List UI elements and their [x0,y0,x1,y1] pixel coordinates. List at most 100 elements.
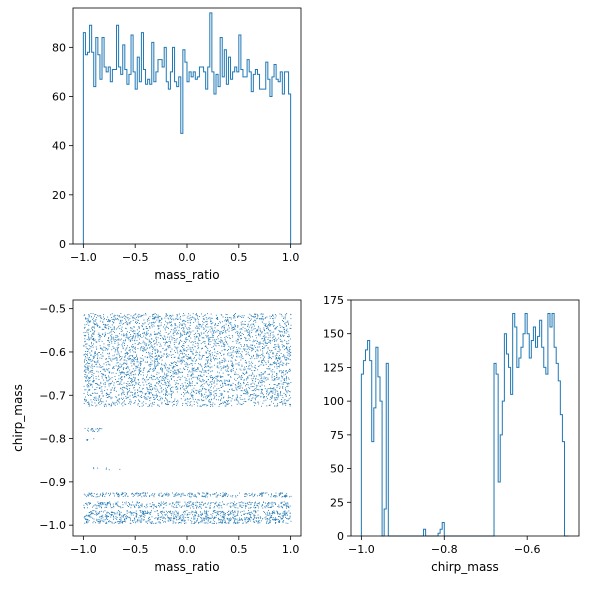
scatter-point [182,384,184,386]
scatter-point [239,501,241,503]
scatter-point [194,318,196,320]
scatter-point [131,359,133,360]
mass-ratio-vs-chirp-mass-scatter-panel: −1.0 −0.5 0.0 0.5 1.0−1.0−0.9−0.8−0.7−0.6−0.… [11,299,302,574]
scatter-point [274,496,276,498]
scatter-point [102,355,104,357]
scatter-point [213,330,215,332]
scatter-point [106,503,108,505]
scatter-point [117,339,119,341]
scatter-point [123,341,125,343]
scatter-point [143,369,145,371]
scatter-point [148,389,150,390]
scatter-point [122,514,124,516]
scatter-point [232,516,234,518]
scatter-point [149,366,151,368]
scatter-point [92,318,93,320]
scatter-point [191,364,193,366]
scatter-point [253,393,255,394]
scatter-point [199,405,201,407]
scatter-point [278,345,280,347]
scatter-point [246,494,248,496]
scatter-point [274,340,276,342]
scatter-point [173,380,175,382]
scatter-point [154,333,156,335]
scatter-point [130,334,132,335]
scatter-point [219,357,220,359]
scatter-point [219,404,220,405]
scatter-point [227,403,228,405]
scatter-point [167,370,169,372]
scatter-point [255,390,257,392]
scatter-point [224,494,226,496]
scatter-point [178,371,180,373]
scatter-point [111,360,113,362]
scatter-point [280,364,282,366]
scatter-point [200,405,202,407]
scatter-point [269,512,270,514]
scatter-point [287,331,289,333]
scatter-point [184,314,186,316]
scatter-point [263,502,265,503]
scatter-point [266,342,268,344]
scatter-point [182,321,184,322]
scatter-point [164,494,166,495]
scatter-point [170,393,172,395]
scatter-point [247,326,248,327]
scatter-point [191,347,193,349]
scatter-point [157,314,159,316]
scatter-point [239,505,241,507]
scatter-point [141,391,143,393]
scatter-point [167,323,168,325]
scatter-point [229,355,231,357]
scatter-point [227,317,229,319]
scatter-point [111,377,113,378]
scatter-point [270,516,272,518]
scatter-point [113,382,115,384]
scatter-point [91,429,93,431]
scatter-point [244,379,245,381]
scatter-point [282,320,283,321]
scatter-point [191,374,193,376]
scatter-point [206,510,207,512]
scatter-point [107,316,109,318]
scatter-point [200,332,202,334]
scatter-point [94,513,96,515]
scatter-point [217,338,219,340]
scatter-point [237,522,239,524]
scatter-point [245,507,246,509]
scatter-point [262,395,264,397]
scatter-point [233,364,235,366]
scatter-point [287,377,289,379]
scatter-point [202,341,204,343]
scatter-point [211,352,213,354]
scatter-point [212,379,213,380]
scatter-point [139,367,141,369]
scatter-point [283,327,285,328]
scatter-point [91,372,93,373]
scatter-point [219,390,221,391]
scatter-point [181,520,183,522]
scatter-point [97,467,99,469]
scatter-point [137,334,139,336]
scatter-point [185,365,187,367]
scatter-point [138,332,140,334]
scatter-point [92,506,93,508]
scatter-point [87,495,89,497]
scatter-point [210,320,212,322]
scatter-point [234,324,236,326]
scatter-point [91,343,92,345]
scatter-point [94,361,96,363]
scatter-point [222,330,224,331]
scatter-point [170,510,171,512]
scatter-point [180,351,182,352]
scatter-point [104,326,105,328]
scatter-point [213,355,215,356]
scatter-point [259,493,261,495]
scatter-point [105,348,107,350]
scatter-point [234,359,236,361]
scatter-point [193,502,195,504]
scatter-point [184,393,185,395]
scatter-point [208,317,209,319]
scatter-point [121,392,122,394]
scatter-point [108,502,110,504]
